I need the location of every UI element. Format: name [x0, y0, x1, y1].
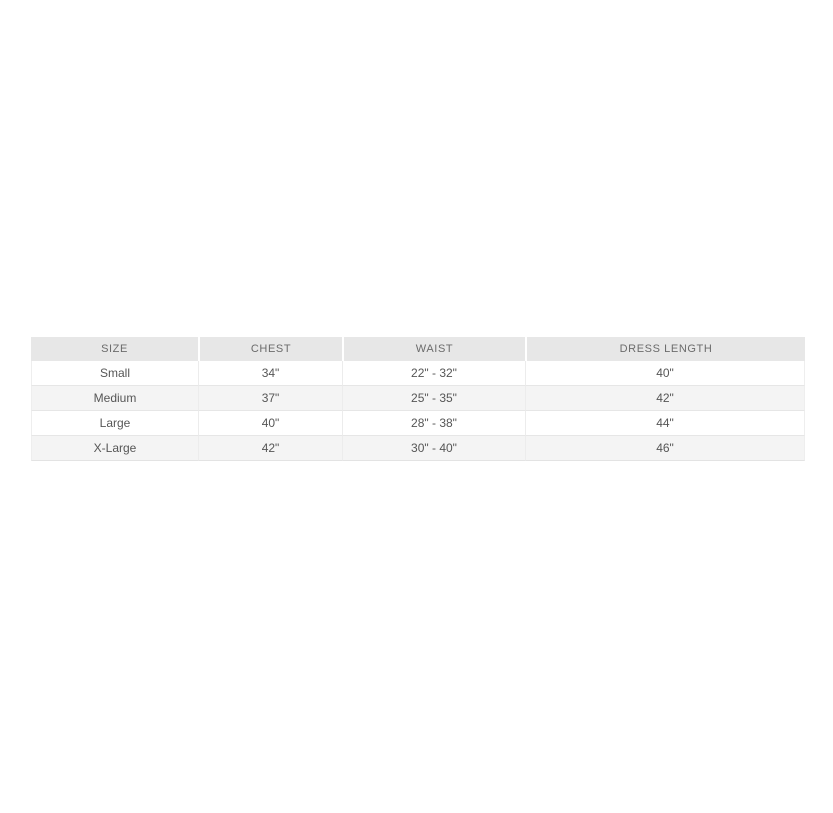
cell-dress-length: 42" [525, 385, 805, 410]
column-header-dress-length: DRESS LENGTH [525, 337, 805, 361]
cell-size: X-Large [31, 435, 198, 461]
column-header-waist: WAIST [342, 337, 525, 361]
table-row-medium: Medium 37" 25" - 35" 42" [31, 385, 805, 410]
cell-waist: 25" - 35" [342, 385, 525, 410]
header-row: SIZE CHEST WAIST DRESS LENGTH [31, 337, 805, 361]
cell-size: Medium [31, 385, 198, 410]
cell-chest: 42" [198, 435, 342, 461]
cell-chest: 40" [198, 410, 342, 435]
cell-chest: 37" [198, 385, 342, 410]
table-row-x-large: X-Large 42" 30" - 40" 46" [31, 435, 805, 461]
cell-waist: 22" - 32" [342, 361, 525, 385]
size-chart-header: SIZE CHEST WAIST DRESS LENGTH [31, 337, 805, 361]
cell-waist: 30" - 40" [342, 435, 525, 461]
table-row-large: Large 40" 28" - 38" 44" [31, 410, 805, 435]
cell-size: Small [31, 361, 198, 385]
cell-chest: 34" [198, 361, 342, 385]
cell-dress-length: 44" [525, 410, 805, 435]
table-row-small: Small 34" 22" - 32" 40" [31, 361, 805, 385]
cell-size: Large [31, 410, 198, 435]
cell-waist: 28" - 38" [342, 410, 525, 435]
column-header-chest: CHEST [198, 337, 342, 361]
cell-dress-length: 40" [525, 361, 805, 385]
size-chart-table: SIZE CHEST WAIST DRESS LENGTH Small 34" … [31, 337, 805, 461]
cell-dress-length: 46" [525, 435, 805, 461]
column-header-size: SIZE [31, 337, 198, 361]
size-chart-body: Small 34" 22" - 32" 40" Medium 37" 25" -… [31, 361, 805, 461]
